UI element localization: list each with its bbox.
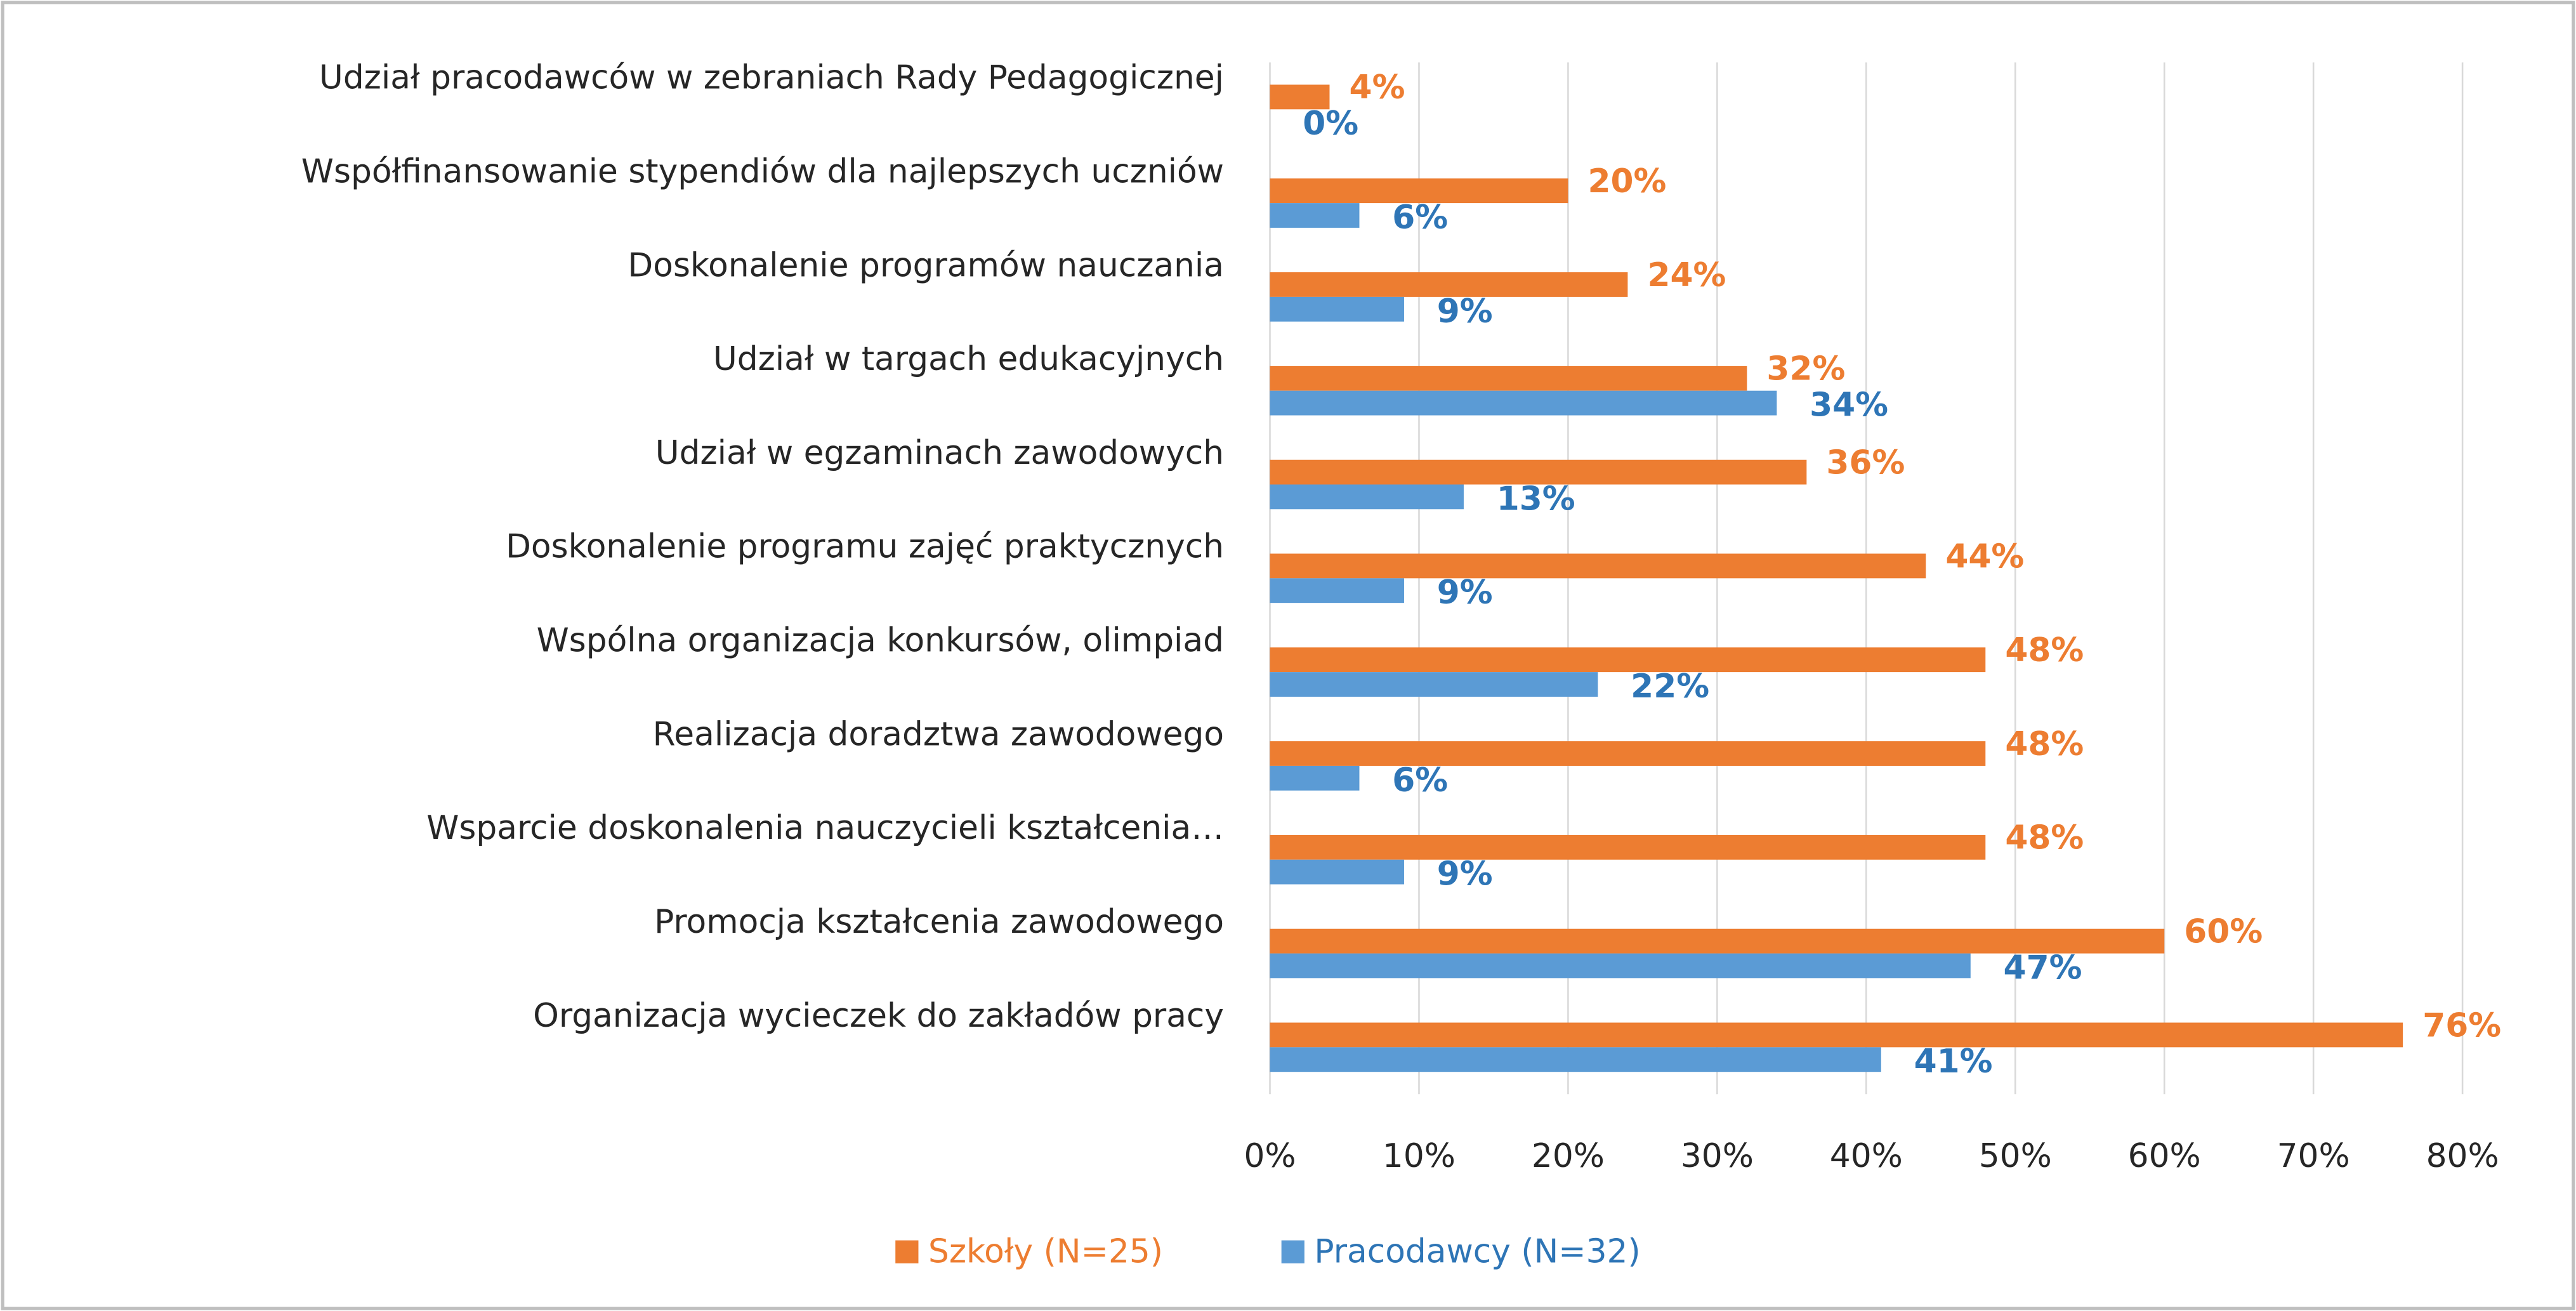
- bar: [1270, 84, 1330, 110]
- bar: [1270, 459, 1807, 485]
- value-label: 34%: [1810, 386, 1888, 425]
- category-label: Udział pracodawców w zebraniach Rady Ped…: [319, 59, 1224, 97]
- bar: [1270, 834, 1986, 860]
- bar: [1270, 928, 2165, 954]
- x-tick-label: 10%: [1383, 1137, 1456, 1175]
- legend-swatch: [1281, 1240, 1304, 1263]
- category-label: Doskonalenie programu zajęć praktycznych: [506, 528, 1224, 566]
- category-label: Wsparcie doskonalenia nauczycieli kształ…: [426, 809, 1224, 847]
- value-label: 76%: [2422, 1006, 2501, 1044]
- value-label: 9%: [1437, 293, 1493, 331]
- value-label: 22%: [1631, 668, 1709, 706]
- bar: [1270, 672, 1598, 697]
- value-label: 48%: [2005, 725, 2084, 763]
- value-label: 9%: [1437, 574, 1493, 612]
- value-label: 6%: [1392, 761, 1448, 800]
- value-label: 36%: [1826, 444, 1905, 482]
- x-tick-label: 0%: [1244, 1137, 1296, 1175]
- bar: [1270, 553, 1926, 579]
- bar: [1270, 578, 1404, 603]
- category-label: Wspólna organizacja konkursów, olimpiad: [537, 622, 1224, 660]
- category-label: Współfinansowanie stypendiów dla najleps…: [301, 152, 1224, 190]
- value-label: 20%: [1587, 162, 1666, 201]
- bar: [1270, 296, 1404, 322]
- category-label: Promocja kształcenia zawodowego: [654, 903, 1224, 941]
- category-label: Udział w egzaminach zawodowych: [655, 434, 1224, 472]
- category-label: Udział w targach edukacyjnych: [713, 340, 1224, 378]
- category-label: Doskonalenie programów nauczania: [628, 246, 1224, 284]
- value-label: 24%: [1647, 256, 1726, 294]
- value-label: 44%: [1945, 537, 2024, 576]
- bar: [1270, 272, 1628, 297]
- value-label: 60%: [2184, 912, 2263, 951]
- value-label: 41%: [1914, 1043, 1993, 1081]
- bar: [1270, 765, 1360, 791]
- x-tick-label: 80%: [2426, 1137, 2499, 1175]
- bar: [1270, 647, 1986, 673]
- bar: [1270, 484, 1464, 510]
- bar: [1270, 1022, 2403, 1048]
- value-label: 47%: [2004, 949, 2082, 987]
- bar: [1270, 1047, 1881, 1072]
- bar: [1270, 178, 1568, 204]
- value-label: 9%: [1437, 855, 1493, 893]
- bar: [1270, 741, 1986, 766]
- value-label: 6%: [1392, 199, 1448, 237]
- x-tick-label: 20%: [1532, 1137, 1605, 1175]
- bar: [1270, 859, 1404, 885]
- bar: [1270, 390, 1777, 416]
- legend-label: Szkoły (N=25): [928, 1232, 1163, 1270]
- legend-label: Pracodawcy (N=32): [1314, 1232, 1640, 1270]
- category-label: Realizacja doradztwa zawodowego: [653, 715, 1224, 753]
- legend-swatch: [895, 1240, 919, 1263]
- value-label: 32%: [1766, 350, 1845, 388]
- category-label: Organizacja wycieczek do zakładów pracy: [533, 997, 1224, 1035]
- x-tick-label: 60%: [2128, 1137, 2201, 1175]
- x-tick-label: 70%: [2277, 1137, 2350, 1175]
- bar: [1270, 203, 1360, 228]
- x-tick-label: 50%: [1979, 1137, 2052, 1175]
- x-tick-label: 40%: [1830, 1137, 1903, 1175]
- value-label: 48%: [2005, 631, 2084, 669]
- bar: [1270, 366, 1747, 391]
- value-label: 48%: [2005, 819, 2084, 857]
- bar: [1270, 953, 1971, 978]
- x-tick-label: 30%: [1681, 1137, 1754, 1175]
- value-label: 0%: [1303, 105, 1358, 143]
- value-label: 13%: [1497, 480, 1575, 518]
- value-label: 4%: [1350, 69, 1405, 107]
